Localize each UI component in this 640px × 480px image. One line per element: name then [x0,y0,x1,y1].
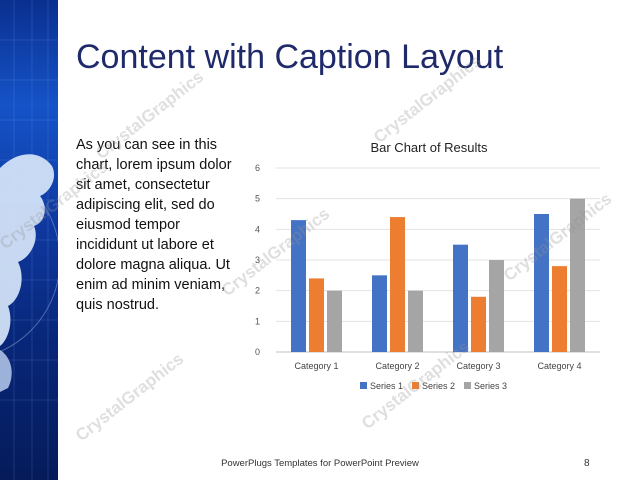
bar [570,198,585,352]
legend-label: Series 3 [474,381,507,391]
bar [372,275,387,352]
bar [552,266,567,352]
bar [291,220,306,352]
caption-text: As you can see in this chart, lorem ipsu… [76,137,232,313]
bar [327,290,342,352]
bar [309,278,324,352]
bar [489,260,504,352]
legend-swatch [464,382,471,389]
legend-label: Series 2 [422,381,455,391]
x-tick-label: Category 4 [537,361,581,371]
watermark: CrystalGraphics [72,349,188,445]
footer-text: PowerPlugs Templates for PowerPoint Prev… [221,458,419,469]
legend-swatch [412,382,419,389]
bar [390,217,405,352]
bar-chart-svg: Bar Chart of Results 0 1 2 3 4 5 6 Category 1 Ca… [255,140,600,391]
y-tick-label: 3 [255,255,260,265]
bar-chart: Bar Chart of Results 0 1 2 3 4 5 6 Category 1 Ca… [244,132,604,397]
y-tick-label: 4 [255,224,260,234]
chart-title: Bar Chart of Results [370,140,488,155]
x-tick-label: Category 2 [375,361,419,371]
slide-title: Content with Caption Layout [76,38,504,76]
bar [471,296,486,352]
x-tick-label: Category 1 [294,361,338,371]
legend-label: Series 1 [370,381,403,391]
legend-swatch [360,382,367,389]
y-tick-label: 5 [255,194,260,204]
bar [534,214,549,352]
y-tick-label: 0 [255,347,260,357]
y-tick-label: 2 [255,286,260,296]
y-tick-label: 1 [255,316,260,326]
side-globe-band [0,0,58,480]
x-tick-label: Category 3 [456,361,500,371]
page-number: 8 [584,458,590,469]
globe-image [0,0,58,480]
footer: PowerPlugs Templates for PowerPoint Prev… [0,458,640,469]
bar [453,244,468,352]
bar [408,290,423,352]
y-tick-label: 6 [255,163,260,173]
